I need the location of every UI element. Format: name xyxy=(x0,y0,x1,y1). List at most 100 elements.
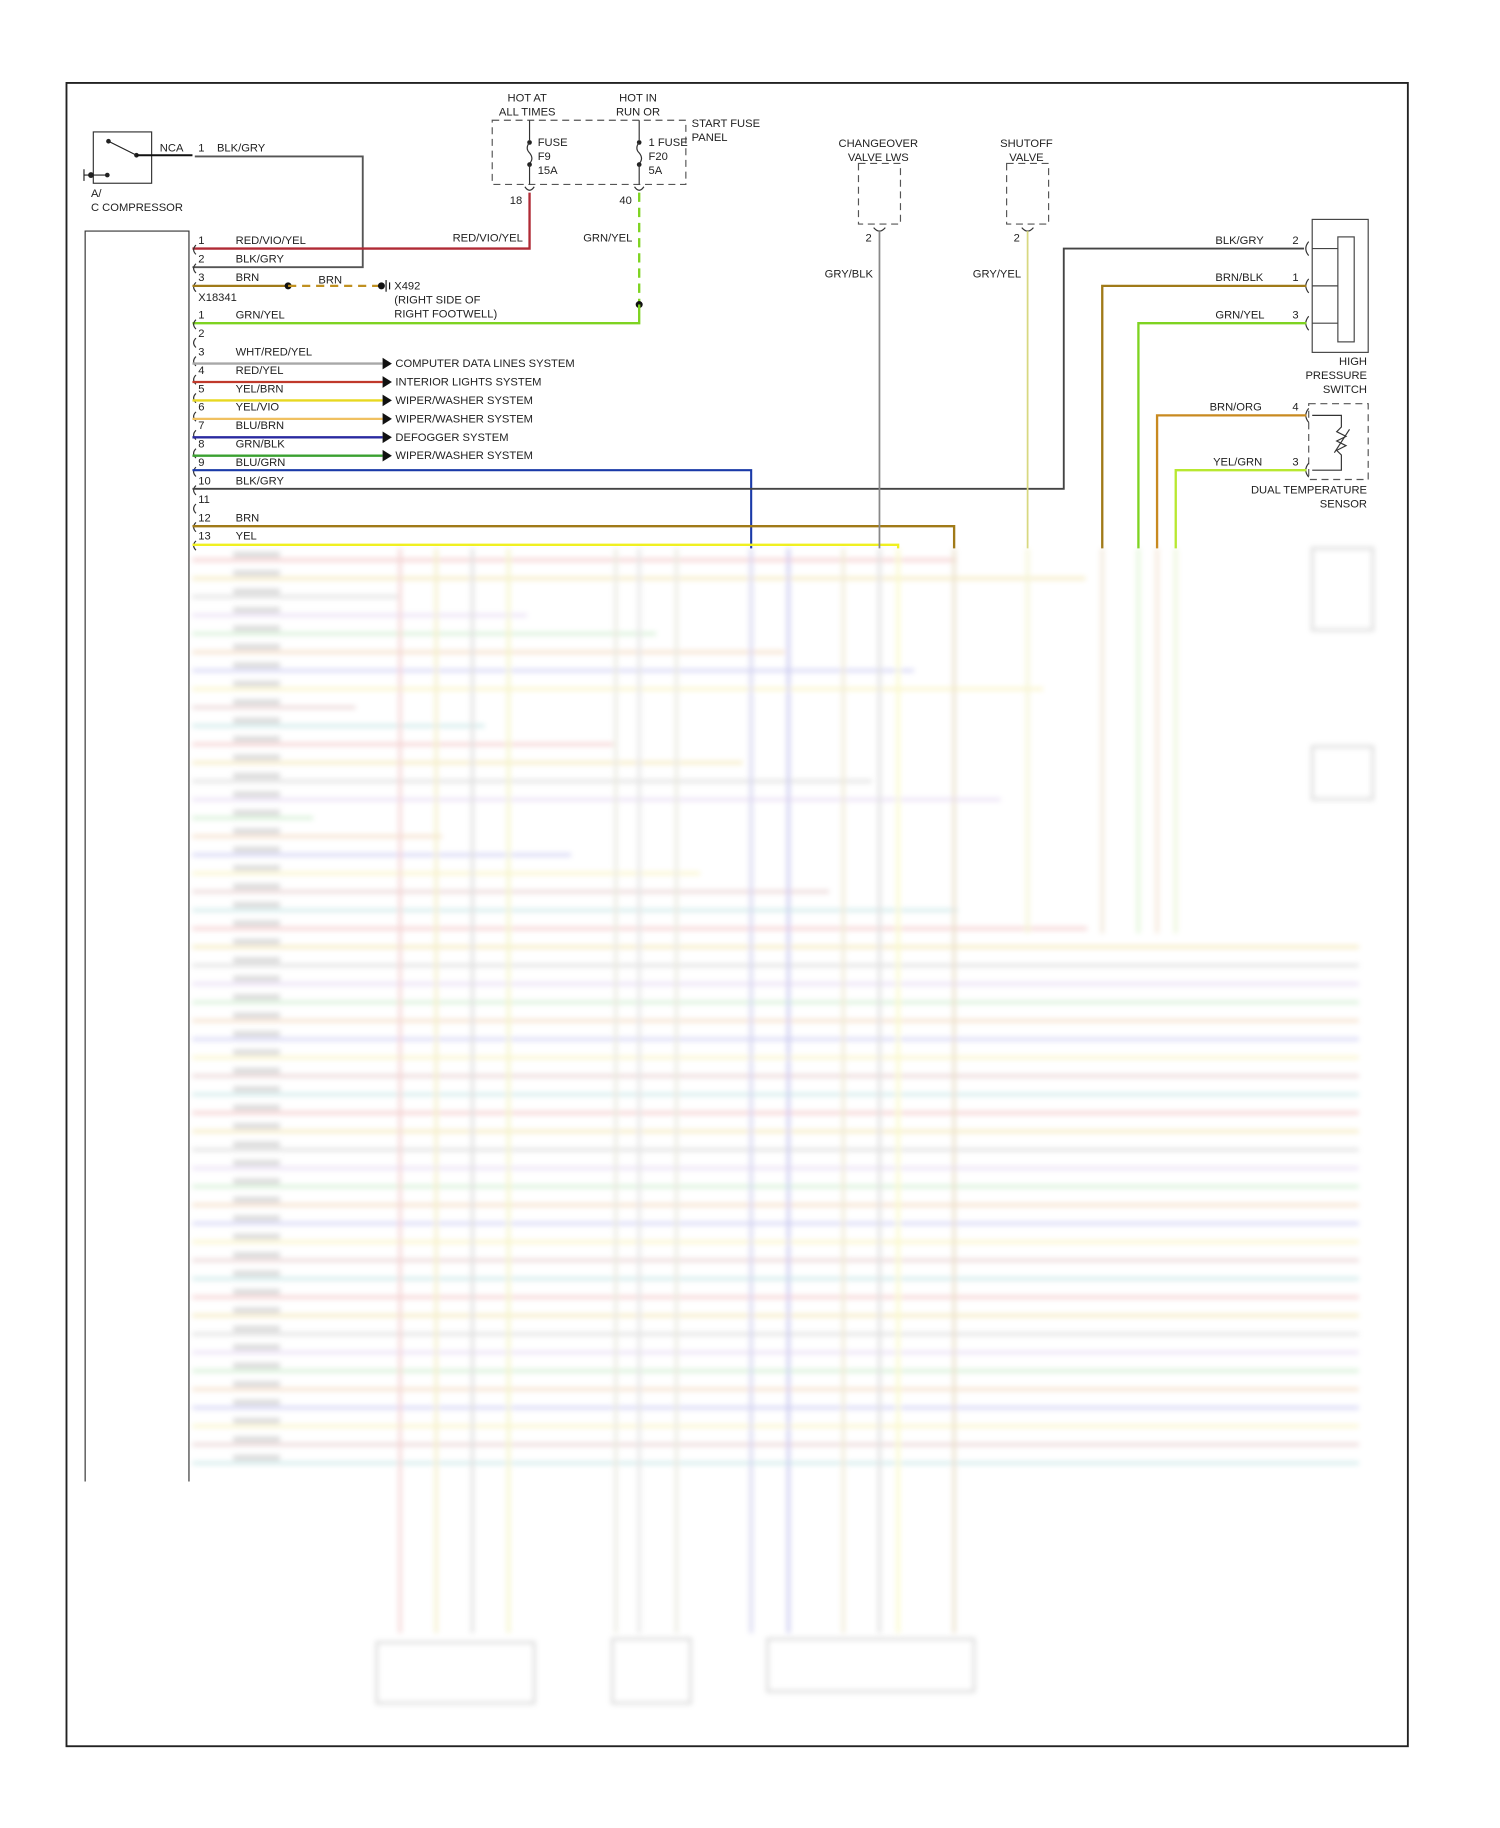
fuse-f20-icon xyxy=(636,120,643,185)
arrow-icon xyxy=(382,376,392,388)
hps-wire-1: BLK/GRY xyxy=(1215,235,1264,247)
hps-pin-3: 3 xyxy=(1292,310,1298,322)
all-times-label: ALL TIMES xyxy=(499,107,556,119)
shutoff-name-1: SHUTOFF xyxy=(1000,138,1053,150)
wire-blu-grn xyxy=(192,469,753,549)
hot-at-label: HOT AT xyxy=(508,93,548,105)
fuse-f9-icon xyxy=(526,120,533,185)
compressor-label-1: A/ xyxy=(91,188,102,200)
connector-a-wire-label: RED/VIO/YEL xyxy=(236,235,306,247)
connector-terminal-icon xyxy=(193,466,197,477)
destination-system-link[interactable]: COMPUTER DATA LINES SYSTEM xyxy=(395,358,574,370)
connector-a-id: X18341 xyxy=(198,292,237,304)
fuse-f9-rating: 15A xyxy=(538,165,558,177)
shutoff-name-2: VALVE xyxy=(1009,152,1043,164)
fuse-f20-label: 1 FUSE xyxy=(649,137,688,149)
hps-name-1: HIGH xyxy=(1339,356,1367,368)
ac-compressor: A/ C COMPRESSOR NCA 1 BLK/GRY xyxy=(83,131,364,269)
wire-red-vio-yel xyxy=(192,192,531,250)
connector-b-wire-label: BRN xyxy=(236,512,260,524)
connector-b-pin: 11 xyxy=(198,494,210,506)
hps-name-2: PRESSURE xyxy=(1305,370,1367,382)
wire-brn-blk xyxy=(1101,284,1307,549)
wire-f20-label: GRN/YEL xyxy=(583,233,632,245)
connector-terminal-icon xyxy=(193,411,197,422)
wire-yel-grn xyxy=(1174,469,1307,549)
connector-b-pin: 4 xyxy=(198,365,204,377)
dts-wire-1: BRN/ORG xyxy=(1210,402,1262,414)
dts-wire-2: YEL/GRN xyxy=(1213,457,1262,469)
connector-terminal-icon xyxy=(193,485,197,496)
connector-terminal-icon xyxy=(193,356,197,367)
connector-b-wire-label: YEL/BRN xyxy=(236,383,284,395)
compressor-label-2: C COMPRESSOR xyxy=(91,202,183,214)
hps-name-3: SWITCH xyxy=(1323,384,1367,396)
hps-wire-2: BRN/BLK xyxy=(1215,272,1263,284)
hot-in-label: HOT IN xyxy=(619,93,657,105)
dts-pin-4: 4 xyxy=(1292,402,1298,414)
connector-terminal-icon xyxy=(193,393,197,404)
connector-b-pin: 1 xyxy=(198,310,204,322)
dts-pin-3: 3 xyxy=(1292,457,1298,469)
wire-brn-org xyxy=(1155,414,1307,549)
destination-system-link[interactable]: WIPER/WASHER SYSTEM xyxy=(395,450,533,462)
connector-b-wire-label: YEL xyxy=(236,531,257,543)
high-pressure-switch: 2 1 3 BLK/GRY BRN/BLK GRN/YEL HIGH PRESS… xyxy=(1215,218,1369,396)
ground-wire-label: BRN xyxy=(318,275,342,287)
connector-a-pin: 3 xyxy=(198,272,204,284)
ground-location-2: RIGHT FOOTWELL) xyxy=(394,308,497,320)
compressor-pin: 1 xyxy=(198,143,204,155)
ground-location-1: (RIGHT SIDE OF xyxy=(394,294,480,306)
connector-b-wire-label: BLU/BRN xyxy=(236,420,285,432)
connector-b: 1 GRN/YEL 2 3 WHT/RED/YEL COMPUTER DATA LINES… xyxy=(192,310,575,551)
connector-b-pin: 10 xyxy=(198,475,210,487)
dual-temperature-sensor: 4 3 BRN/ORG YEL/GRN DUAL TEMPERATURE SEN… xyxy=(1210,402,1369,511)
fuse-f9-pin: 18 xyxy=(510,195,522,207)
compressor-terminal: NCA xyxy=(160,143,184,155)
connector-b-wire-label: GRN/YEL xyxy=(236,310,285,322)
shutoff-wire-label: GRY/YEL xyxy=(973,269,1021,281)
fuse-f20-id: F20 xyxy=(649,151,668,163)
connector-b-wire-label: YEL/VIO xyxy=(236,402,280,414)
wire-yel xyxy=(192,543,900,549)
connector-terminal-icon xyxy=(193,281,197,293)
dts-name-2: SENSOR xyxy=(1320,499,1367,511)
destination-system-link[interactable]: INTERIOR LIGHTS SYSTEM xyxy=(395,377,541,389)
changeover-name-2: VALVE LWS xyxy=(848,152,909,164)
compressor-wire-label: BLK/GRY xyxy=(217,143,266,155)
diagram-frame xyxy=(65,82,1409,1748)
hps-pin-2: 2 xyxy=(1292,235,1298,247)
connector-b-pin: 5 xyxy=(198,383,204,395)
destination-system-link[interactable]: WIPER/WASHER SYSTEM xyxy=(395,413,533,425)
fuse-f20-pin: 40 xyxy=(619,195,631,207)
hps-wire-3: GRN/YEL xyxy=(1215,310,1264,322)
start-fuse-panel: HOT AT ALL TIMES HOT IN RUN OR START FUS… xyxy=(491,93,760,207)
connector-b-wire-label: WHT/RED/YEL xyxy=(236,346,312,358)
destination-system-link[interactable]: DEFOGGER SYSTEM xyxy=(395,432,508,444)
shutoff-valve: SHUTOFF VALVE 2 GRY/YEL xyxy=(973,138,1053,549)
arrow-icon xyxy=(382,431,392,444)
connector-terminal-icon xyxy=(193,263,197,274)
connector-terminal-icon xyxy=(193,374,197,385)
connector-b-pin: 6 xyxy=(198,402,204,414)
arrow-icon xyxy=(382,449,392,462)
connector-b-pin: 2 xyxy=(198,328,204,340)
connector-b-pin: 3 xyxy=(198,346,204,358)
arrow-icon xyxy=(382,394,392,407)
fuse-f9-label: FUSE xyxy=(538,137,568,149)
obscured-lower-diagram xyxy=(192,547,1375,1705)
climate-control-module xyxy=(84,230,190,1482)
connector-terminal-icon xyxy=(193,448,197,459)
destination-system-link[interactable]: WIPER/WASHER SYSTEM xyxy=(395,395,533,407)
wire-f9-label: RED/VIO/YEL xyxy=(453,233,523,245)
run-or-label: RUN OR xyxy=(616,107,660,119)
connector-a-pin: 1 xyxy=(198,235,204,247)
connector-b-wire-label: BLU/GRN xyxy=(236,457,286,469)
dts-name-1: DUAL TEMPERATURE xyxy=(1251,485,1367,497)
wire-blk-gry-compressor xyxy=(192,155,364,269)
wire-blk-gry-hps xyxy=(192,247,1305,490)
connector-a-pin: 2 xyxy=(198,254,204,266)
wire-brn xyxy=(192,525,956,549)
changeover-wire-label: GRY/BLK xyxy=(825,269,874,281)
